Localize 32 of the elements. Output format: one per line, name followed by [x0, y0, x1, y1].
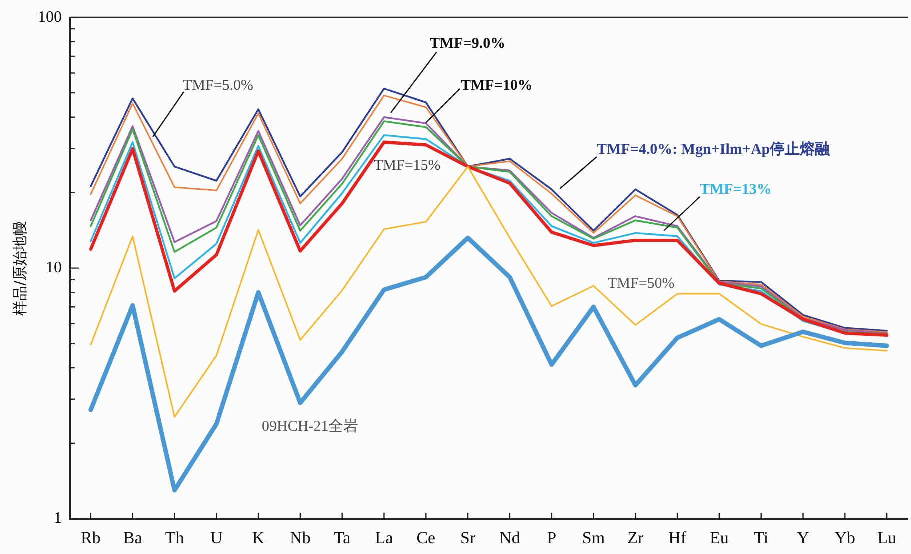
text: TMF=9.0%: [430, 36, 506, 52]
y-tick-label: 10: [46, 260, 62, 277]
x-tick-label: La: [375, 528, 394, 548]
x-tick-label: K: [252, 528, 266, 548]
text: TMF=4.0%: Mgn+Ilm+Ap停止熔融: [597, 140, 832, 158]
x-tick-label: Yb: [834, 528, 856, 548]
y-tick-label: 100: [38, 8, 62, 26]
series-label: TMF=50%: [608, 276, 675, 292]
x-tick-label: P: [547, 528, 557, 548]
x-tick-label: Hf: [668, 528, 687, 548]
x-tick-label: Nd: [500, 528, 521, 548]
x-tick-label: Zr: [628, 528, 644, 548]
x-tick-label: Ba: [123, 528, 143, 548]
x-tick-label: Ce: [416, 528, 436, 548]
x-tick-label: Ta: [334, 528, 352, 548]
series-label: TMF=15%: [374, 158, 441, 174]
x-tick-label: Eu: [710, 528, 730, 548]
x-tick-label: Rb: [81, 528, 101, 548]
x-tick-label: Sr: [460, 528, 476, 548]
x-tick-label: U: [210, 528, 223, 548]
y-tick-label: 1: [54, 510, 62, 528]
x-tick-label: Y: [797, 528, 810, 548]
y-axis-title: 样品/原始地幔: [10, 220, 29, 316]
series-label: TMF=5.0%: [183, 78, 254, 94]
x-tick-label: Th: [165, 528, 185, 548]
x-tick-label: Ti: [754, 528, 769, 548]
x-tick-label: Nb: [290, 528, 311, 548]
text: TMF=13%: [700, 182, 772, 198]
x-tick-label: Sm: [582, 528, 606, 548]
text: TMF=10%: [461, 78, 533, 94]
x-tick-label: Lu: [878, 528, 897, 548]
series-label: 09HCH-21全岩: [262, 418, 359, 435]
